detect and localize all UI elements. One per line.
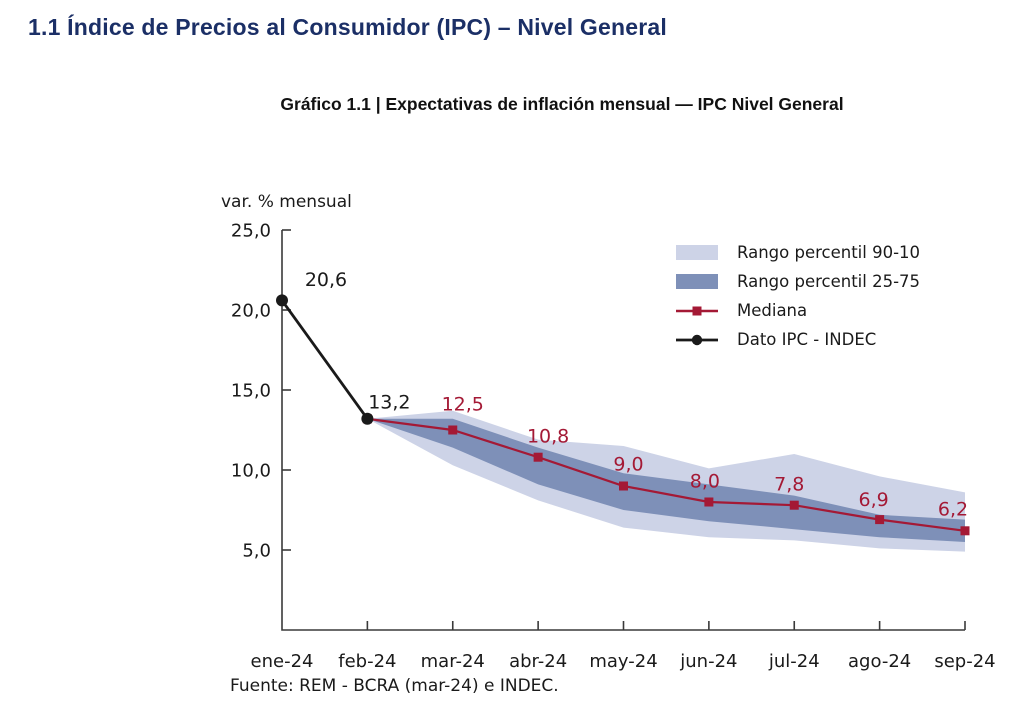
legend-item-rango-90-10: Rango percentil 90-10	[676, 238, 920, 267]
x-tick-label: abr-24	[509, 651, 567, 672]
data-point-marker	[875, 515, 885, 525]
y-tick-label: 5,0	[242, 541, 271, 562]
section-title: 1.1 Índice de Precios al Consumidor (IPC…	[28, 14, 667, 40]
data-point-label: 9,0	[613, 454, 643, 476]
x-tick-label: may-24	[589, 651, 657, 672]
y-axis-unit-label: var. % mensual	[221, 192, 352, 212]
y-tick-label: 15,0	[231, 381, 271, 402]
data-point-marker	[960, 526, 970, 536]
data-point-label: 8,0	[690, 471, 720, 493]
data-point-label: 13,2	[368, 391, 410, 413]
data-point-marker	[619, 481, 628, 491]
y-tick-label: 10,0	[231, 461, 271, 482]
data-point-label: 12,5	[442, 394, 484, 416]
ipc-line-swatch	[676, 334, 718, 345]
dato-ipc-indec-line	[280, 299, 369, 420]
mediana-line	[367, 417, 966, 532]
legend-item-mediana: Mediana	[676, 296, 920, 325]
x-tick-label: feb-24	[338, 651, 396, 672]
data-point-label: 10,8	[527, 426, 569, 448]
band-25-75-swatch	[676, 274, 718, 289]
data-point-label: 20,6	[305, 269, 347, 291]
chart-title: Gráfico 1.1 | Expectativas de inflación …	[280, 94, 844, 114]
legend-label: Dato IPC - INDEC	[737, 330, 877, 349]
data-point-label: 7,8	[774, 474, 804, 496]
chart-legend: Rango percentil 90-10 Rango percentil 25…	[676, 238, 920, 354]
legend-label: Rango percentil 25-75	[737, 272, 921, 291]
mediana-line-swatch	[676, 306, 718, 315]
legend-item-rango-25-75: Rango percentil 25-75	[676, 267, 920, 296]
y-tick-label: 25,0	[231, 221, 271, 242]
band-90-10-swatch	[676, 245, 718, 260]
legend-label: Mediana	[737, 301, 808, 320]
x-tick-label: sep-24	[934, 651, 995, 672]
data-point-label: 6,2	[938, 498, 968, 520]
x-tick-label: ago-24	[848, 651, 911, 672]
x-tick-label: jul-24	[768, 651, 820, 672]
x-tick-label: jun-24	[679, 651, 737, 672]
y-tick-label: 20,0	[231, 301, 271, 322]
legend-item-dato-ipc: Dato IPC - INDEC	[676, 325, 920, 354]
x-tick-label: mar-24	[421, 651, 485, 672]
data-point-marker	[361, 412, 374, 425]
x-tick-label: ene-24	[251, 651, 314, 672]
data-point-marker	[448, 425, 458, 435]
data-point-marker	[533, 452, 543, 462]
axes	[281, 230, 965, 631]
data-point-marker	[789, 500, 799, 510]
data-point-marker	[276, 294, 288, 307]
legend-label: Rango percentil 90-10	[737, 243, 921, 262]
data-point-label: 6,9	[859, 489, 889, 511]
data-point-marker	[704, 497, 714, 507]
source-note: Fuente: REM - BCRA (mar-24) e INDEC.	[230, 676, 559, 696]
